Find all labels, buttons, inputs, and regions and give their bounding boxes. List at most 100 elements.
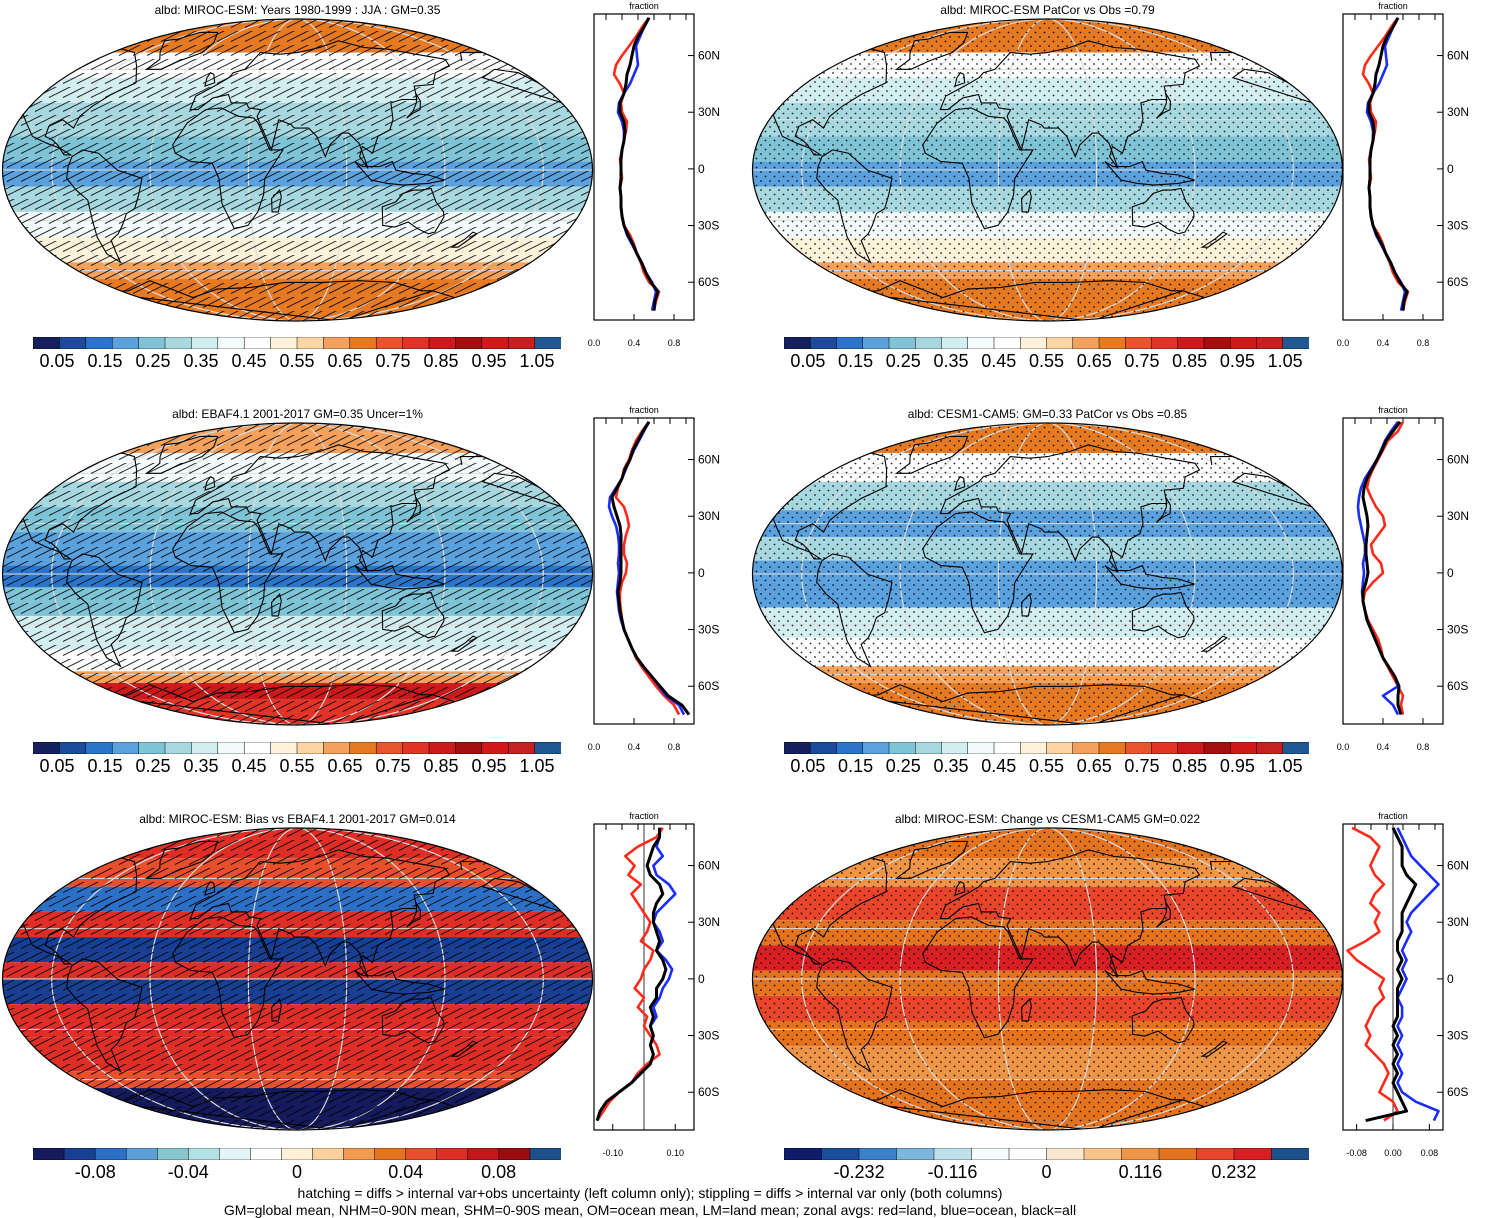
coastline-south-america bbox=[66, 149, 143, 264]
colorbar-tick-label: -0.116 bbox=[927, 1162, 978, 1182]
colorbar-tick-label: 0.05 bbox=[790, 756, 826, 776]
colorbar-swatch bbox=[933, 1148, 973, 1160]
colorbar-swatch bbox=[164, 742, 192, 754]
zonal-lat-label: 30S bbox=[1447, 623, 1468, 637]
zonal-x-tick-label: 0.4 bbox=[1377, 742, 1390, 752]
zonal-lat-label: 30N bbox=[698, 915, 720, 929]
colorbar-swatch bbox=[270, 337, 298, 349]
coastline-indonesia bbox=[354, 564, 445, 590]
zonal-lat-label: 30S bbox=[1447, 1029, 1468, 1043]
colorbar-swatch bbox=[1233, 1148, 1273, 1160]
zonal-mean-plot: fraction -0.10 0.10 60N 30N 0 30S 60S bbox=[593, 811, 720, 1158]
colorbar-swatch bbox=[836, 742, 864, 754]
zonal-axis-title: fraction bbox=[629, 1, 659, 11]
zonal-x-tick-label: 0.08 bbox=[1421, 1148, 1439, 1158]
colorbar-swatch bbox=[1151, 742, 1179, 754]
colorbar-tick-label: 0.95 bbox=[471, 351, 507, 371]
zonal-lat-label: 60N bbox=[1447, 453, 1469, 467]
colorbar-swatch bbox=[1098, 337, 1126, 349]
coastline-madagascar bbox=[271, 997, 282, 1022]
colorbar-swatch bbox=[888, 742, 916, 754]
coastline-japan bbox=[406, 92, 421, 119]
colorbar-swatch bbox=[59, 337, 87, 349]
zonal-mean-plot: fraction 0.0 0.4 0.8 60N 30N 0 30S 60S bbox=[588, 1, 720, 348]
colorbar-swatch bbox=[59, 742, 87, 754]
colorbar-swatch bbox=[967, 337, 995, 349]
colorbar-tick-label: 0.05 bbox=[39, 351, 75, 371]
coastline-indonesia bbox=[354, 160, 445, 186]
coastline-south-america bbox=[66, 553, 143, 668]
zonal-lat-label: 0 bbox=[1447, 972, 1454, 986]
colorbar-tick-label: 0.25 bbox=[135, 351, 171, 371]
zonal-lat-label: 30S bbox=[1447, 219, 1468, 233]
colorbar-tick-label: 0.232 bbox=[1211, 1162, 1257, 1182]
colorbar-tick-label: 0.05 bbox=[39, 756, 75, 776]
zonal-axis-title: fraction bbox=[629, 405, 659, 415]
colorbar-tick-label: 0.55 bbox=[1028, 351, 1065, 371]
zonal-line-land bbox=[1346, 826, 1399, 1122]
colorbar-swatch bbox=[1046, 337, 1074, 349]
colorbar-tick-label: 0.25 bbox=[135, 756, 171, 776]
colorbar-swatch bbox=[498, 1148, 531, 1160]
colorbar-swatch bbox=[821, 1148, 860, 1160]
colorbar-swatch bbox=[85, 742, 113, 754]
colorbar-swatch bbox=[85, 337, 113, 349]
colorbar-swatch bbox=[405, 1148, 438, 1160]
colorbar-swatch bbox=[784, 337, 811, 349]
colorbar-swatch bbox=[349, 337, 377, 349]
colorbar-swatch bbox=[455, 742, 483, 754]
colorbar-swatch bbox=[402, 337, 430, 349]
colorbar-swatch bbox=[529, 1148, 561, 1160]
colorbar-swatch bbox=[323, 337, 351, 349]
colorbar-swatch bbox=[862, 337, 890, 349]
colorbar-swatch bbox=[836, 337, 864, 349]
colorbar-swatch bbox=[33, 337, 60, 349]
coastline-uk bbox=[204, 475, 216, 491]
zonal-x-tick-label: 0.0 bbox=[588, 338, 601, 348]
colorbar-swatch bbox=[164, 337, 192, 349]
coastline-eurasia bbox=[939, 849, 1201, 978]
colorbar-tick-label: 0.35 bbox=[183, 351, 219, 371]
colorbar-tick-label: 0.65 bbox=[327, 351, 363, 371]
colorbar-tick-label: 0.85 bbox=[423, 351, 459, 371]
colorbar-tick-label: 0.55 bbox=[279, 756, 315, 776]
colorbar-swatch bbox=[428, 337, 456, 349]
zonal-lat-label: 60S bbox=[698, 679, 719, 693]
colorbar-swatch bbox=[941, 742, 969, 754]
colorbar-tick-label: 1.05 bbox=[519, 756, 555, 776]
colorbar-tick-label: 1.05 bbox=[1267, 351, 1303, 371]
coastline-uk bbox=[954, 880, 966, 896]
colorbar-tick-label: 0.45 bbox=[981, 756, 1017, 776]
colorbar-tick-label: 0.15 bbox=[838, 756, 874, 776]
map-title: albd: EBAF4.1 2001-2017 GM=0.35 Uncer=1% bbox=[172, 407, 423, 421]
zonal-x-tick-label: 0.8 bbox=[668, 742, 681, 752]
zonal-lat-label: 30N bbox=[1447, 105, 1469, 119]
map-title: albd: MIROC-ESM: Years 1980-1999 : JJA :… bbox=[154, 3, 441, 17]
zonal-frame bbox=[1342, 13, 1444, 321]
zonal-x-tick-label: 0.00 bbox=[1384, 1148, 1402, 1158]
colorbar-swatch bbox=[125, 1148, 158, 1160]
coastline-new-zealand bbox=[450, 635, 478, 652]
map-title: albd: MIROC-ESM: Change vs CESM1-CAM5 GM… bbox=[894, 812, 1201, 826]
footer-note-means: GM=global mean, NHM=0-90N mean, SHM=0-90… bbox=[223, 1202, 1077, 1218]
coastline-antarctica bbox=[97, 684, 455, 725]
colorbar-swatch bbox=[1046, 1148, 1085, 1160]
colorbar-labels: 0.05 0.15 0.25 0.35 0.45 0.55 0.65 0.75 0.85 0.95… bbox=[33, 756, 561, 780]
colorbar-swatch bbox=[1151, 337, 1179, 349]
colorbar-swatch bbox=[467, 1148, 500, 1160]
zonal-line-all bbox=[595, 827, 668, 1122]
zonal-lat-label: 60S bbox=[698, 1085, 719, 1099]
coastline-eurasia bbox=[189, 40, 451, 169]
coastline-antarctica bbox=[97, 1089, 455, 1130]
colorbar-swatch bbox=[1072, 742, 1100, 754]
colorbar-tick-label: 0.116 bbox=[1118, 1162, 1163, 1182]
coastline-eurasia bbox=[189, 849, 451, 978]
colorbar-swatch bbox=[1125, 337, 1153, 349]
colorbar-tick-label: 0.75 bbox=[1124, 351, 1160, 371]
colorbar-swatch bbox=[243, 742, 272, 754]
coastline-indonesia bbox=[354, 969, 445, 995]
zonal-line-ocean bbox=[1365, 17, 1407, 311]
map-border bbox=[1, 827, 594, 1131]
colorbar-tick-label: 0.85 bbox=[1172, 756, 1208, 776]
coastline-uk bbox=[204, 71, 216, 87]
